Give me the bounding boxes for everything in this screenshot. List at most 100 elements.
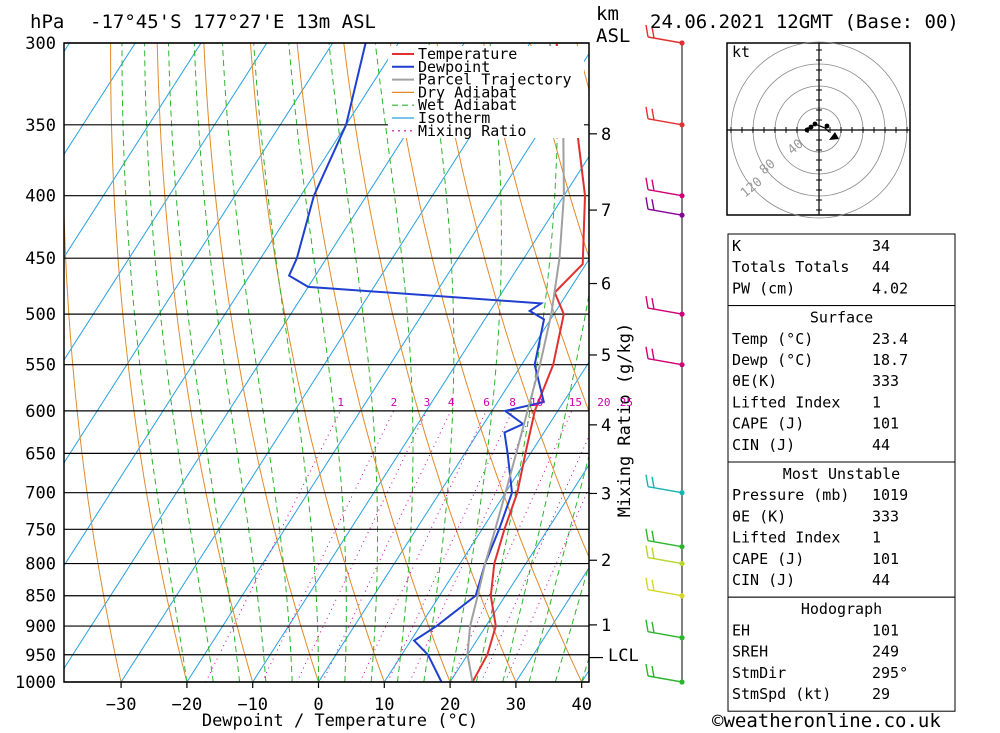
km-tick-label: 5 xyxy=(601,346,611,366)
pressure-tick-label: 900 xyxy=(25,617,56,637)
wind-barb-flag xyxy=(645,177,649,190)
legend-entry: Isotherm xyxy=(418,109,490,127)
index-tables: K 34 Totals Totals 44 PW (cm) 4.02 Surface Temp… xyxy=(727,233,956,712)
mixing-ratio-tick-label: 3 xyxy=(424,396,431,409)
wind-barb-flag xyxy=(645,577,649,590)
wind-barb xyxy=(647,675,683,683)
hodograph-point xyxy=(804,127,810,133)
wind-barb-flag xyxy=(645,24,649,38)
most-unstable-label: Pressure (mb) xyxy=(732,486,849,504)
wind-barb xyxy=(647,208,683,216)
isotherm-line xyxy=(318,258,589,682)
wind-barb-flag xyxy=(651,108,655,120)
most-unstable-label: Lifted Index xyxy=(732,529,840,547)
mixing-ratio-line xyxy=(261,410,395,682)
isotherm-line xyxy=(449,464,589,682)
mixing-ratio-line xyxy=(387,410,513,682)
most-unstable-value: 1 xyxy=(872,529,881,547)
mixing-ratio-line xyxy=(296,410,428,682)
wind-barb xyxy=(647,540,683,548)
surface-value: 101 xyxy=(872,415,899,433)
axis-ticks: 3003504004505005506006507007508008509009… xyxy=(15,34,611,715)
most-unstable-title: Most Unstable xyxy=(783,465,900,483)
lcl-label: LCL xyxy=(608,646,639,666)
pressure-tick-label: 300 xyxy=(25,34,56,54)
hodograph-table-label: StmDir xyxy=(732,664,786,682)
x-tick-label: −20 xyxy=(172,695,203,715)
mixing-ratio-tick-label: 4 xyxy=(448,396,455,409)
dewpoint-curve xyxy=(287,43,546,682)
wind-barb xyxy=(647,556,683,565)
mixing-ratio-tick-label: 15 xyxy=(569,396,582,409)
dry-adiabat-line xyxy=(950,43,1000,682)
mixing-ratio-tick-label: 6 xyxy=(483,396,490,409)
pressure-tick-label: 700 xyxy=(25,484,56,504)
wind-barb xyxy=(647,36,683,44)
indices-value: 4.02 xyxy=(872,279,908,297)
mixing-ratio-tick-label: 8 xyxy=(509,396,516,409)
wind-level-dot xyxy=(679,560,685,567)
mixing-ratio-line xyxy=(409,410,534,682)
wind-level-dot xyxy=(679,544,685,550)
surface-title: Surface xyxy=(810,309,873,327)
dry-adiabat-line xyxy=(203,43,319,682)
legend-box xyxy=(388,46,584,138)
wet-adiabat-line xyxy=(121,43,188,682)
wind-barb-flag xyxy=(651,179,655,191)
indices-box xyxy=(727,233,956,307)
surface-label: Lifted Index xyxy=(732,393,840,411)
surface-value: 44 xyxy=(872,436,890,454)
wind-barb-flag xyxy=(645,197,649,210)
isotherm-line xyxy=(252,155,589,682)
wind-barb xyxy=(647,486,683,494)
km-tick-label: 2 xyxy=(601,551,611,571)
km-tick-label: 8 xyxy=(601,125,611,145)
km-tick-label: 7 xyxy=(601,201,611,221)
mixing-ratio-line xyxy=(205,410,341,682)
surface-label: Temp (°C) xyxy=(732,330,813,348)
wind-barb-flag xyxy=(645,296,649,309)
hodograph-point xyxy=(824,123,830,129)
wind-barb-flag xyxy=(651,530,655,542)
wind-barb-flag xyxy=(651,348,655,360)
wind-barb xyxy=(647,307,683,315)
pressure-tick-label: 600 xyxy=(25,402,56,422)
pressure-tick-label: 500 xyxy=(25,305,56,325)
km-tick-label: 6 xyxy=(601,275,611,295)
surface-label: θE(K) xyxy=(732,372,777,390)
pressure-tick-label: 950 xyxy=(25,646,56,666)
wind-level-dot xyxy=(679,40,685,46)
surface-value: 18.7 xyxy=(872,351,908,369)
wind-level-dot xyxy=(679,679,685,685)
mixing-ratio-tick-label: 2 xyxy=(391,396,398,409)
wind-barb-flag xyxy=(645,528,649,541)
mixing-ratio-line xyxy=(322,410,452,682)
most-unstable-value: 44 xyxy=(872,571,890,589)
wet-adiabat-line xyxy=(144,43,214,682)
temperature-curve xyxy=(471,43,587,682)
most-unstable-label: CIN (J) xyxy=(732,571,795,589)
wet-adiabat-line xyxy=(328,43,378,682)
legend-entry: Temperature xyxy=(418,45,517,63)
mixing-ratio-tick-label: 25 xyxy=(620,396,633,409)
most-unstable-value: 101 xyxy=(872,550,899,568)
location-title: -17°45'S 177°27'E 13m ASL xyxy=(90,11,376,33)
wind-barb xyxy=(647,631,683,639)
pressure-tick-label: 350 xyxy=(25,116,56,136)
wet-adiabat-line xyxy=(288,43,347,682)
legend-entry: Wet Adiabat xyxy=(418,96,517,114)
wind-barb-flag xyxy=(651,199,655,211)
most-unstable-value: 1019 xyxy=(872,486,908,504)
pressure-tick-label: 450 xyxy=(25,249,56,269)
storm-motion-marker xyxy=(829,132,839,140)
legend-entry: Mixing Ratio xyxy=(418,122,526,140)
x-tick-label: 10 xyxy=(374,695,394,715)
wind-barb-flag xyxy=(651,547,655,559)
x-tick-label: 40 xyxy=(571,695,591,715)
hodograph-unit: kt xyxy=(732,43,750,61)
wind-barb-flag xyxy=(651,297,655,310)
height-unit-km: km xyxy=(596,3,619,25)
wet-adiabat-line xyxy=(374,43,414,682)
surface-value: 23.4 xyxy=(872,330,908,348)
